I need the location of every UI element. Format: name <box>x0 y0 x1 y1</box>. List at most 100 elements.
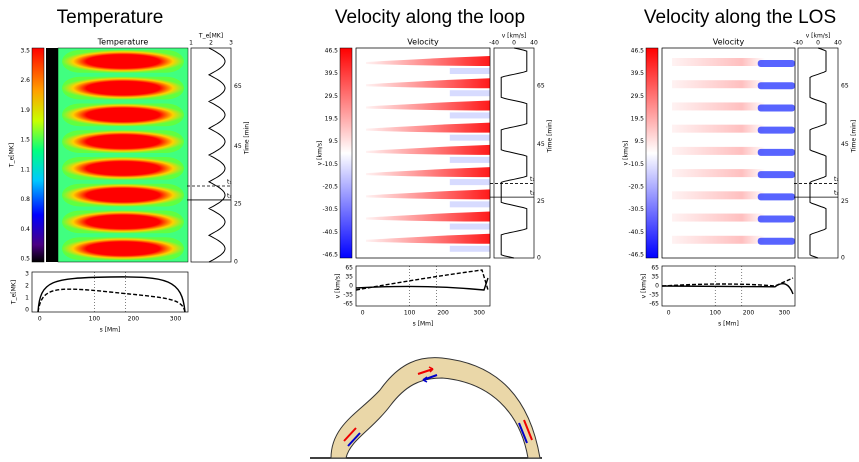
heatmap-frame <box>57 47 189 263</box>
bottom-x-tick-label: 300 <box>779 310 791 317</box>
heatmap-band-blue <box>757 104 795 112</box>
heatmap-band <box>62 50 184 73</box>
bottom-x-tick-label: 300 <box>170 316 182 323</box>
bottom-y-tick-label: 2 <box>25 283 29 290</box>
bottom-x-tick-label: 0 <box>38 316 42 323</box>
colorbar <box>31 47 45 263</box>
heatmap-band <box>366 233 490 244</box>
colorbar-tick-label: 9.5 <box>328 138 338 145</box>
profile-right-tick-label: 65 <box>841 82 849 89</box>
heatmap-band-blue <box>449 179 490 186</box>
bottom-y-tick-label: -35 <box>343 292 353 299</box>
profile-curve <box>207 47 226 263</box>
profile-curve <box>809 47 827 259</box>
profile-top-tick-label: 40 <box>834 40 842 47</box>
heatmap-band <box>62 130 184 153</box>
bottom-x-tick-label: 200 <box>743 310 755 317</box>
colorbar-tick-label: 3.5 <box>20 48 30 55</box>
heatmap-band <box>366 167 490 178</box>
colorbar-tick-label: 1.1 <box>20 166 30 173</box>
heatmap-band-blue <box>757 237 795 245</box>
colorbar-tick-label: 1.9 <box>20 107 30 114</box>
bottom-x-tick-label: 100 <box>89 316 101 323</box>
heatmap-band <box>62 103 184 127</box>
bottom-x-tick-label: 100 <box>709 310 721 317</box>
heatmap-band <box>672 146 766 155</box>
profile-top-label: v [km/s] <box>806 33 831 40</box>
colorbar-tick-label: 0.5 <box>20 256 30 263</box>
heatmap <box>46 47 189 263</box>
heatmap-band-blue <box>449 245 490 252</box>
profile-top-tick-label: 1 <box>189 40 193 47</box>
arrow-red <box>417 368 434 375</box>
heatmap-band <box>672 169 766 178</box>
colorbar-tick-label: 0.8 <box>20 196 30 203</box>
profile-right-tick-label: 0 <box>537 255 541 262</box>
annotation: t₁ <box>834 176 839 183</box>
heatmap <box>661 47 796 259</box>
bottom-y-tick-label: 3 <box>25 271 29 278</box>
panel: Velocity along the loop Velocity 46.5 39.5 2… <box>317 7 554 327</box>
map-title: Velocity <box>407 38 439 47</box>
heatmap-frame <box>355 47 491 259</box>
colorbar-label: T_e[MK] <box>9 143 16 168</box>
arrow-red <box>523 419 533 441</box>
bottom-curve <box>37 276 186 313</box>
profile-top-tick-label: 0 <box>512 40 516 47</box>
colorbar-tick-label: -46.5 <box>628 252 644 259</box>
arrow-blue <box>347 432 361 447</box>
profile-top-tick-label: 3 <box>229 40 233 47</box>
profile-top-tick-label: -40 <box>489 40 499 47</box>
bottom-y-tick-label: 35 <box>345 274 353 281</box>
colorbar-tick-label: 39.5 <box>325 70 339 77</box>
heatmap-band-blue <box>449 201 490 208</box>
colorbar-tick-label: -20.5 <box>322 184 338 191</box>
heatmap-band <box>366 122 490 133</box>
bottom-x-tick-label: 200 <box>437 310 449 317</box>
profile-top-tick-label: 2 <box>209 40 213 47</box>
profile-right-tick-label: 45 <box>537 141 545 148</box>
bottom-curve-dashed <box>661 277 794 287</box>
heatmap-band <box>672 235 766 244</box>
heatmap-band <box>366 56 490 66</box>
profile-top-tick-label: -40 <box>793 40 803 47</box>
heatmap-frame <box>661 47 796 259</box>
annotation: t₁ <box>227 179 232 186</box>
profile-top-label: v [km/s] <box>502 33 527 40</box>
bottom-x-label: s [Mm] <box>718 321 739 328</box>
profile-curve <box>500 47 528 259</box>
profile-right-label: Time [min] <box>244 122 251 156</box>
bottom-curve <box>661 282 794 295</box>
heatmap-band <box>62 210 184 234</box>
loop-diagram <box>310 357 542 459</box>
bottom-y-tick-label: 0 <box>655 283 659 290</box>
heatmap-band-blue <box>757 82 795 90</box>
bottom-x-label: s [Mm] <box>100 327 121 334</box>
heatmap-band-blue <box>449 68 490 74</box>
heatmap-band-blue <box>449 223 490 230</box>
colorbar-tick-label: -10.5 <box>628 161 644 168</box>
bottom-y-tick-label: 65 <box>651 265 659 272</box>
heatmap-band-blue <box>449 134 490 141</box>
profile-right-tick-label: 45 <box>234 143 242 150</box>
colorbar-tick-label: 1.5 <box>20 137 30 144</box>
panel-title: Velocity along the LOS <box>644 7 836 28</box>
bottom-y-tick-label: 0 <box>349 283 353 290</box>
profile-right-tick-label: 25 <box>234 201 242 208</box>
heatmap-band-blue <box>449 156 490 163</box>
heatmap-band-blue <box>757 126 795 134</box>
profile-right-tick-label: 0 <box>234 259 238 266</box>
bottom-y-tick-label: -65 <box>649 301 659 308</box>
profile-top-label: T_e[MK] <box>198 33 223 40</box>
colorbar-tick-label: -10.5 <box>322 161 338 168</box>
map-title: Velocity <box>713 38 745 47</box>
heatmap-band <box>366 100 490 111</box>
heatmap-band <box>366 211 490 222</box>
profile-right-tick-label: 25 <box>537 198 545 205</box>
heatmap-band <box>62 237 184 260</box>
colorbar <box>645 47 659 259</box>
annotation: t₂ <box>227 192 232 199</box>
profile-top-tick-label: 0 <box>816 40 820 47</box>
bottom-curve-dashed <box>37 288 186 313</box>
